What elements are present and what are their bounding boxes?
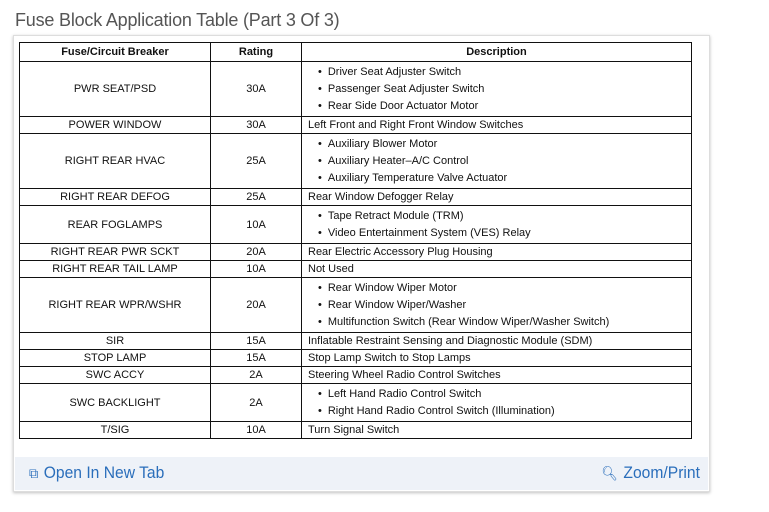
table-row: RIGHT REAR WPR/WSHR20ARear Window Wiper … xyxy=(19,277,692,333)
table-row: PWR SEAT/PSD30ADriver Seat Adjuster Swit… xyxy=(19,61,692,117)
description-cell: Rear Electric Accessory Plug Housing xyxy=(301,243,692,261)
fuse-cell: STOP LAMP xyxy=(19,349,211,367)
description-cell: Tape Retract Module (TRM)Video Entertain… xyxy=(301,205,692,244)
table-row: RIGHT REAR TAIL LAMP 10A Not Used xyxy=(19,260,692,278)
description-item: Driver Seat Adjuster Switch xyxy=(318,64,685,81)
image-card: Fuse/Circuit Breaker Rating Description … xyxy=(13,35,710,492)
fuse-cell: PWR SEAT/PSD xyxy=(19,61,211,117)
rating-cell: 25A xyxy=(210,188,302,206)
fuse-cell: SWC BACKLIGHT xyxy=(19,383,211,422)
fuse-cell: SIR xyxy=(19,332,211,350)
description-item: Right Hand Radio Control Switch (Illumin… xyxy=(318,403,685,420)
fuse-cell: T/SIG xyxy=(19,421,211,439)
description-cell: Inflatable Restraint Sensing and Diagnos… xyxy=(301,332,692,350)
description-cell: Rear Window Defogger Relay xyxy=(301,188,692,206)
fuse-cell: RIGHT REAR WPR/WSHR xyxy=(19,277,211,333)
page-title: Fuse Block Application Table (Part 3 Of … xyxy=(15,10,340,30)
description-cell: Driver Seat Adjuster SwitchPassenger Sea… xyxy=(301,61,692,117)
description-cell: Stop Lamp Switch to Stop Lamps xyxy=(301,349,692,367)
description-list: Tape Retract Module (TRM)Video Entertain… xyxy=(308,208,685,242)
header-rating: Rating xyxy=(210,42,302,62)
table-row: RIGHT REAR DEFOG 25A Rear Window Defogger … xyxy=(19,188,692,206)
description-cell: Left Front and Right Front Window Switch… xyxy=(301,116,692,134)
description-list: Rear Window Wiper MotorRear Window Wiper… xyxy=(308,280,685,331)
description-item: Rear Window Wiper/Washer xyxy=(318,297,685,314)
description-cell: Rear Window Wiper MotorRear Window Wiper… xyxy=(301,277,692,333)
rating-cell: 20A xyxy=(210,277,302,333)
table-row: RIGHT REAR PWR SCKT 20A Rear Electric Acce… xyxy=(19,243,692,261)
table-row: REAR FOGLAMPS10ATape Retract Module (TRM… xyxy=(19,205,692,244)
open-new-tab-icon: ⧉ xyxy=(29,465,39,481)
fuse-cell: RIGHT REAR PWR SCKT xyxy=(19,243,211,261)
open-in-new-tab-link[interactable]: ⧉ Open In New Tab xyxy=(29,463,164,483)
rating-cell: 30A xyxy=(210,61,302,117)
rating-cell: 30A xyxy=(210,116,302,134)
description-item: Rear Side Door Actuator Motor xyxy=(318,98,685,115)
header-description: Description xyxy=(301,42,692,62)
description-item: Video Entertainment System (VES) Relay xyxy=(318,225,685,242)
zoom-in-icon: 🔍︎ xyxy=(601,465,618,481)
rating-cell: 25A xyxy=(210,133,302,189)
table-row: SIR 15A Inflatable Restraint Sensing and D… xyxy=(19,332,692,350)
table-row: STOP LAMP 15A Stop Lamp Switch to Stop Lam… xyxy=(19,349,692,367)
table-row: POWER WINDOW 30A Left Front and Right Fron… xyxy=(19,116,692,134)
fuse-cell: SWC ACCY xyxy=(19,366,211,384)
description-cell: Steering Wheel Radio Control Switches xyxy=(301,366,692,384)
description-item: Tape Retract Module (TRM) xyxy=(318,208,685,225)
description-item: Rear Window Wiper Motor xyxy=(318,280,685,297)
rating-cell: 15A xyxy=(210,349,302,367)
description-item: Auxiliary Temperature Valve Actuator xyxy=(318,170,685,187)
table-row: T/SIG 10A Turn Signal Switch xyxy=(19,421,692,439)
description-item: Left Hand Radio Control Switch xyxy=(318,386,685,403)
description-cell: Not Used xyxy=(301,260,692,278)
fuse-cell: RIGHT REAR TAIL LAMP xyxy=(19,260,211,278)
rating-cell: 20A xyxy=(210,243,302,261)
description-cell: Auxiliary Blower MotorAuxiliary Heater–A… xyxy=(301,133,692,189)
table-row: SWC BACKLIGHT2ALeft Hand Radio Control S… xyxy=(19,383,692,422)
description-item: Passenger Seat Adjuster Switch xyxy=(318,81,685,98)
card-footer: ⧉ Open In New Tab 🔍︎ Zoom/Print xyxy=(15,457,708,490)
fuse-cell: POWER WINDOW xyxy=(19,116,211,134)
fuse-cell: RIGHT REAR DEFOG xyxy=(19,188,211,206)
open-in-new-tab-label: Open In New Tab xyxy=(43,463,165,482)
rating-cell: 10A xyxy=(210,421,302,439)
table-row: RIGHT REAR HVAC25AAuxiliary Blower Motor… xyxy=(19,133,692,189)
rating-cell: 2A xyxy=(210,383,302,422)
description-item: Auxiliary Heater–A/C Control xyxy=(318,153,685,170)
description-list: Driver Seat Adjuster SwitchPassenger Sea… xyxy=(308,64,685,115)
zoom-print-label: Zoom/Print xyxy=(623,463,700,482)
description-cell: Turn Signal Switch xyxy=(301,421,692,439)
rating-cell: 2A xyxy=(210,366,302,384)
description-list: Auxiliary Blower MotorAuxiliary Heater–A… xyxy=(308,136,685,187)
rating-cell: 10A xyxy=(210,260,302,278)
rating-cell: 10A xyxy=(210,205,302,244)
header-fuse: Fuse/Circuit Breaker xyxy=(19,42,211,62)
fuse-cell: RIGHT REAR HVAC xyxy=(19,133,211,189)
description-cell: Left Hand Radio Control SwitchRight Hand… xyxy=(301,383,692,422)
description-item: Multifunction Switch (Rear Window Wiper/… xyxy=(318,314,685,331)
zoom-print-link[interactable]: 🔍︎ Zoom/Print xyxy=(602,463,700,483)
fuse-cell: REAR FOGLAMPS xyxy=(19,205,211,244)
description-list: Left Hand Radio Control SwitchRight Hand… xyxy=(308,386,685,420)
description-item: Auxiliary Blower Motor xyxy=(318,136,685,153)
table-header-row: Fuse/Circuit Breaker Rating Description xyxy=(19,42,692,62)
table-row: SWC ACCY 2A Steering Wheel Radio Control S… xyxy=(19,366,692,384)
fuse-table: Fuse/Circuit Breaker Rating Description … xyxy=(19,42,692,439)
rating-cell: 15A xyxy=(210,332,302,350)
